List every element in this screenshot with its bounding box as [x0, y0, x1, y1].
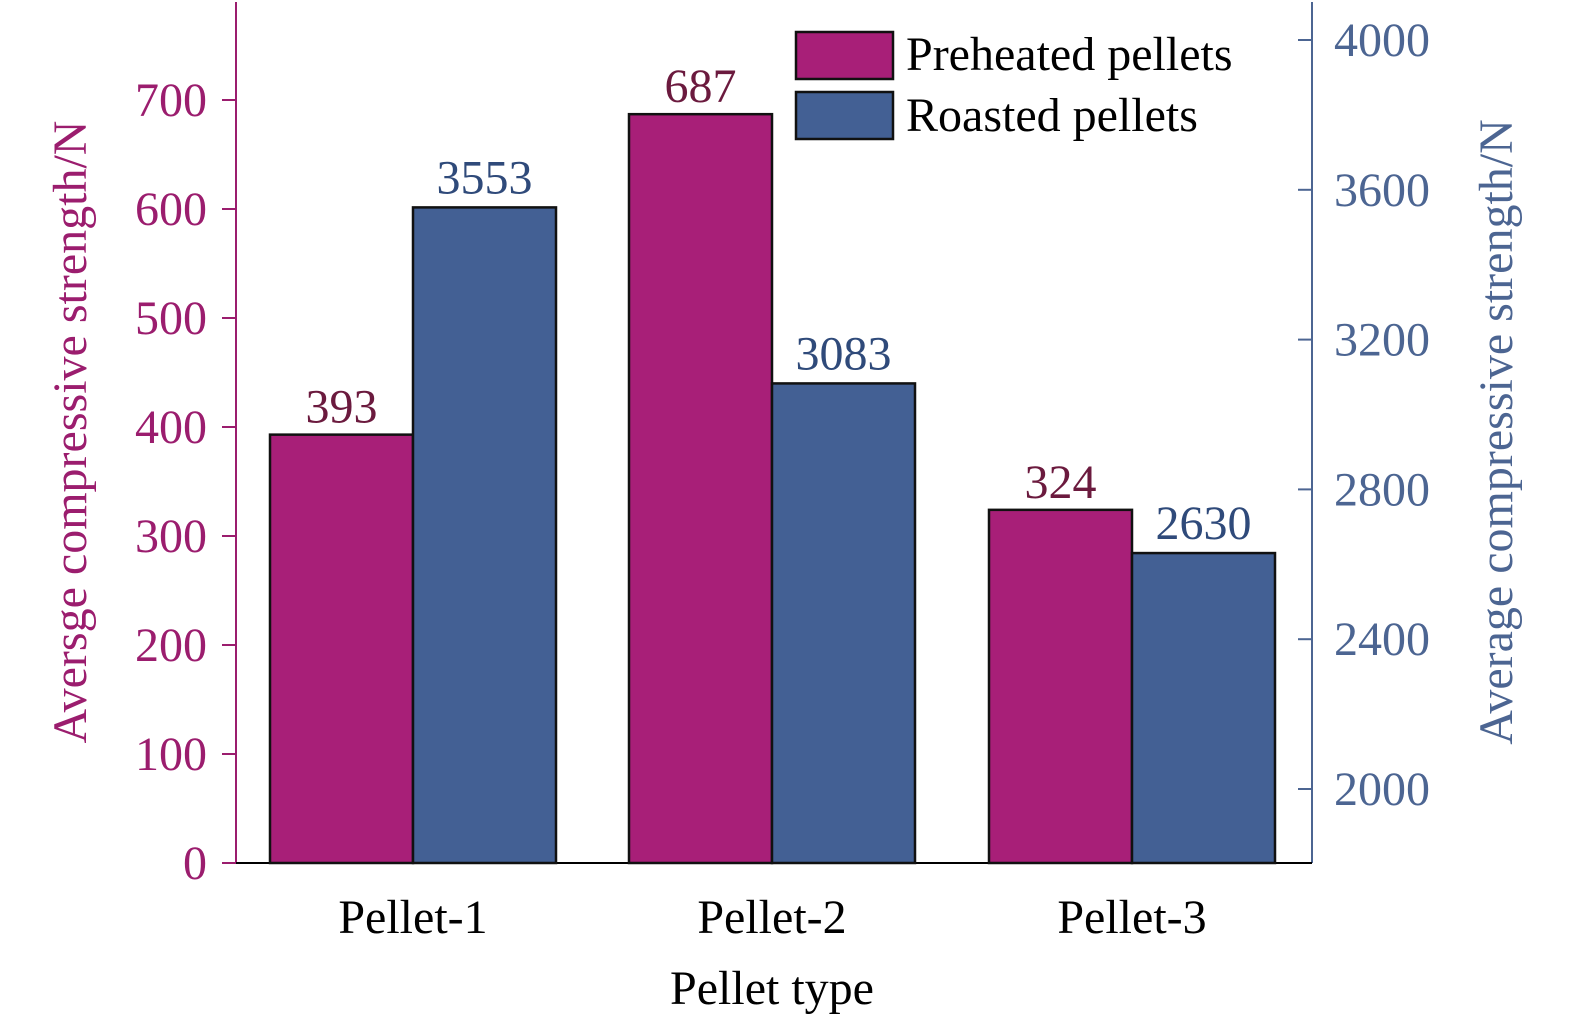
data-label-preheated-3: 324 — [1025, 456, 1097, 509]
data-label-roasted-3: 2630 — [1156, 497, 1252, 550]
bar-preheated-3 — [987, 508, 1134, 865]
bar-preheated-2 — [627, 112, 774, 865]
right-axis-tick-label: 2000 — [1334, 763, 1430, 816]
x-axis-title: Pellet type — [670, 962, 874, 1015]
legend: Preheated pellets Roasted pellets — [794, 28, 1233, 142]
bar-roasted-2 — [770, 382, 917, 865]
right-axis-tick-label: 2400 — [1334, 613, 1430, 666]
right-axis-tick-label: 4000 — [1334, 14, 1430, 67]
left-axis-tick-label: 700 — [135, 74, 207, 127]
bars-layer — [268, 112, 1277, 865]
bar-roasted-1 — [411, 206, 558, 865]
legend-swatch-roasted — [794, 90, 895, 141]
legend-label-preheated: Preheated pellets — [906, 28, 1233, 81]
right-axis-tick-label: 2800 — [1334, 463, 1430, 516]
bar-preheated-1 — [268, 433, 415, 865]
left-axis-tick-label: 600 — [135, 183, 207, 236]
right-axis-tick-label: 3200 — [1334, 314, 1430, 367]
left-axis-tick-label: 200 — [135, 619, 207, 672]
left-axis-title: Aversge compressive strength/N — [44, 121, 97, 744]
right-axis-tick-label: 3600 — [1334, 164, 1430, 217]
left-axis-tick-label: 0 — [183, 837, 207, 890]
data-label-roasted-2: 3083 — [796, 327, 892, 380]
left-axis-tick-label: 400 — [135, 401, 207, 454]
axes-layer: 0 100 200 300 400 500 600 700 2000 2400 2800 3200 36… — [44, 2, 1523, 1015]
data-label-preheated-1: 393 — [306, 381, 378, 434]
x-tick-label-3: Pellet-3 — [1057, 891, 1206, 944]
data-label-preheated-2: 687 — [665, 60, 737, 113]
x-tick-label-1: Pellet-1 — [338, 891, 487, 944]
left-axis-tick-label: 100 — [135, 728, 207, 781]
x-tick-label-2: Pellet-2 — [697, 891, 846, 944]
right-axis-title: Average compressive strength/N — [1470, 119, 1523, 745]
left-axis-tick-label: 500 — [135, 292, 207, 345]
data-label-roasted-1: 3553 — [437, 151, 533, 204]
bar-roasted-3 — [1130, 551, 1277, 865]
labels-layer: 393 3553 687 3083 324 2630 — [306, 60, 1252, 550]
legend-swatch-preheated — [794, 30, 895, 81]
left-axis-tick-label: 300 — [135, 510, 207, 563]
legend-label-roasted: Roasted pellets — [906, 89, 1198, 142]
